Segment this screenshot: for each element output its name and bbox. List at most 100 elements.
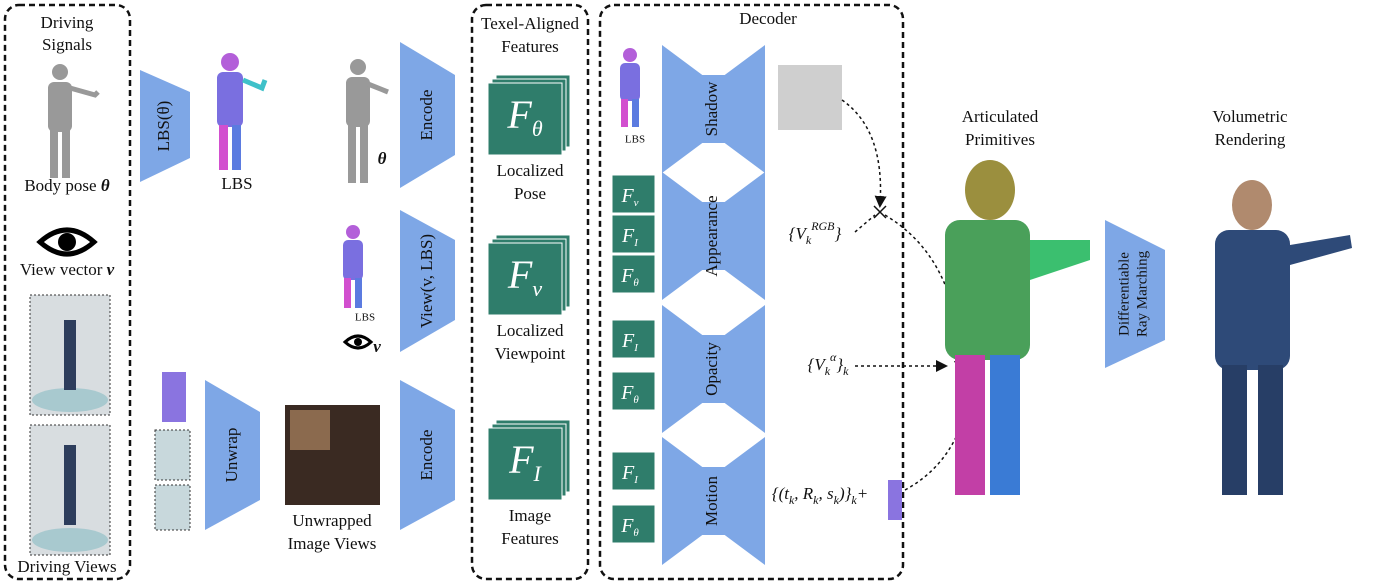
- unwrap-encoder: [205, 380, 260, 530]
- view-encoder-label: View(v, LBS): [417, 234, 436, 328]
- ray-marcher-label: Ray Marching: [1134, 250, 1150, 337]
- pose-label: Body pose θ: [24, 176, 110, 195]
- feature-tile: [611, 451, 656, 491]
- lbs-body: [217, 53, 268, 170]
- feature-symbol: FI: [621, 462, 639, 486]
- feature-base: F: [621, 462, 635, 484]
- output-part: k: [843, 364, 849, 378]
- view-lbs-label: LBS: [355, 312, 375, 324]
- ray-marcher-label: Differentiable: [1116, 252, 1132, 336]
- output-part: k: [834, 493, 840, 507]
- output-part: +: [857, 484, 868, 503]
- view-thumb: [154, 429, 191, 481]
- arrow: [854, 214, 876, 233]
- feature-sub: I: [633, 342, 639, 354]
- feature-sub: θ: [633, 277, 639, 289]
- driving-title: Driving: [41, 13, 94, 32]
- primitives-title: Primitives: [965, 130, 1035, 149]
- lbs-encoder-label: LBS(θ): [154, 101, 173, 152]
- features-box: [470, 3, 590, 581]
- output-part: k: [789, 493, 795, 507]
- eye-icon: [36, 227, 98, 257]
- rendering-title: Volumetric: [1212, 107, 1288, 126]
- motion-lbs-thumb: [888, 480, 902, 520]
- features-title: Texel-Aligned: [481, 14, 579, 33]
- feature-base: F: [620, 185, 634, 207]
- output-part: , R: [794, 484, 814, 503]
- feature-sub: θ: [633, 394, 639, 406]
- decoder-branch-core: [700, 335, 727, 403]
- output-part: k: [825, 364, 831, 378]
- decoder-box: [598, 3, 905, 581]
- rendered-person: [1215, 180, 1352, 495]
- decoder-title: Decoder: [739, 9, 797, 28]
- feature-label: Viewpoint: [495, 344, 566, 363]
- output-part: k: [813, 493, 819, 507]
- pose-encoder: [400, 42, 455, 188]
- feature-sub: I: [533, 461, 543, 486]
- feature-tile: [611, 319, 656, 359]
- decoder-branch-label: Motion: [702, 475, 721, 526]
- lbs-encoder: [140, 70, 190, 182]
- multiply: [873, 205, 887, 219]
- shadow-map: [778, 65, 842, 130]
- feature-symbol: Fv: [620, 185, 638, 209]
- output-part: {V: [808, 355, 828, 374]
- view-lbs-body: [343, 225, 363, 308]
- rendering-title: Rendering: [1215, 130, 1286, 149]
- features-title: Features: [501, 37, 559, 56]
- feature-base: F: [621, 330, 635, 352]
- output-part: , s: [819, 484, 835, 503]
- feature-label: Image: [509, 506, 551, 525]
- pose-symbol: θ: [378, 149, 387, 168]
- lbs-output-label: LBS: [221, 174, 252, 193]
- feature-label: Pose: [514, 184, 546, 203]
- ray-marcher: [1105, 220, 1165, 368]
- feature-sub: v: [634, 197, 639, 209]
- driving-views-label: Driving Views: [17, 557, 116, 576]
- feature-symbol: Fθ: [620, 382, 639, 406]
- unwrapped-label: Image Views: [288, 534, 377, 553]
- feature-symbol: FI: [621, 330, 639, 354]
- decoder-branch-label: Appearance: [702, 195, 721, 276]
- feature-tile: [611, 254, 656, 294]
- driving-box: [3, 3, 132, 581]
- floor: [32, 528, 108, 552]
- feature-tile: [487, 427, 563, 501]
- feature-symbol: FI: [621, 225, 639, 249]
- image-encoder: [400, 380, 455, 530]
- floor: [32, 388, 108, 412]
- feature-sub: v: [532, 276, 542, 301]
- view-symbol: v: [373, 337, 381, 356]
- unwrap-label: Unwrap: [222, 428, 241, 483]
- decoder-branch-label: Shadow: [702, 81, 721, 137]
- feature-base: F: [620, 515, 634, 537]
- unwrapped-label: Unwrapped: [292, 511, 372, 530]
- feature-sub: I: [633, 474, 639, 486]
- decoder-lbs-label: LBS: [625, 134, 645, 146]
- decoder-output: {VkRGB}: [789, 219, 842, 247]
- feature-symbol: FI: [508, 437, 542, 486]
- feature-tile: [487, 242, 563, 316]
- image-encoder-label: Encode: [417, 430, 436, 481]
- eye-icon: [342, 334, 374, 350]
- pose-figure: [48, 64, 100, 178]
- decoder-branch-core: [700, 467, 727, 535]
- output-part: k: [806, 233, 812, 247]
- output-part: )}: [838, 484, 852, 503]
- arrow: [884, 214, 966, 373]
- output-part: {(t: [772, 484, 790, 503]
- feature-tile: [611, 214, 656, 254]
- feature-base: F: [508, 437, 534, 482]
- view-thumb: [154, 484, 191, 531]
- primitives-body: [945, 160, 1090, 495]
- feature-label: Localized: [496, 161, 564, 180]
- decoder-lbs-body: [620, 48, 640, 127]
- decoder-branch-core: [700, 75, 727, 143]
- feature-tile: [611, 371, 656, 411]
- feature-tile: [487, 82, 563, 156]
- person: [64, 445, 76, 525]
- feature-label: Features: [501, 529, 559, 548]
- feature-tile: [611, 174, 656, 214]
